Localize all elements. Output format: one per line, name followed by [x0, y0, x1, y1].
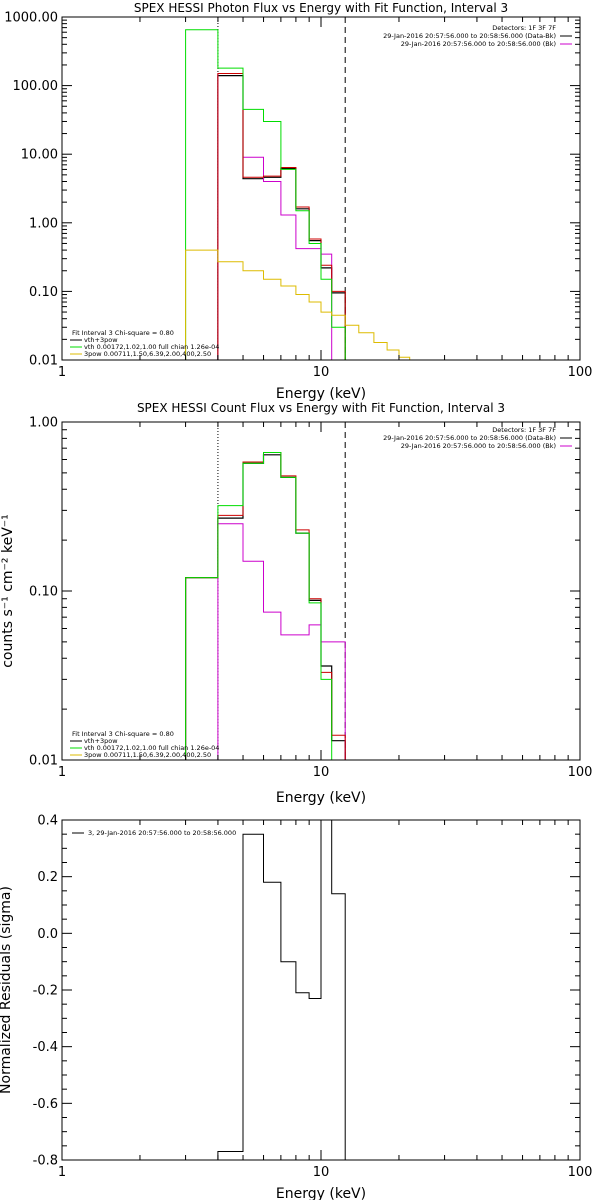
- header-text: Detectors: 1F 3F 7F 29-Jan-2016 20:57:56…: [383, 24, 572, 48]
- header-text: Detectors: 1F 3F 7F 29-Jan-2016 20:57:56…: [383, 426, 572, 450]
- x-axis-label: Energy (keV): [276, 1186, 366, 1200]
- series-vth-3pow: [185, 452, 346, 760]
- series-3pow: [185, 249, 429, 361]
- detectors-label: Detectors: 1F 3F 7F: [492, 426, 556, 434]
- bk-time-label: 29-Jan-2016 20:57:56.000 to 20:58:56.000…: [401, 40, 556, 48]
- y-tick-label: -0.4: [33, 1040, 58, 1055]
- plot-area: [185, 17, 429, 361]
- x-axis-label: Energy (keV): [276, 790, 366, 806]
- plot-frame: [61, 421, 581, 761]
- y-axis-label: Normalized Residuals (sigma): [0, 886, 14, 1094]
- y-tick-label: -0.2: [33, 984, 58, 999]
- fit-legend: Fit Interval 3 Chi-square = 0.80 vth+3po…: [70, 329, 219, 358]
- y-tick-label: 1.00: [29, 216, 58, 231]
- y-tick-label: -0.8: [33, 1154, 58, 1169]
- x-tick-label: 100: [568, 1165, 593, 1180]
- detectors-label: Detectors: 1F 3F 7F: [492, 24, 556, 32]
- y-tick-label: 100.00: [13, 79, 59, 94]
- fit-3pow-label: 3pow 0.00711,1.50,6.39,2.00,400,2.50: [84, 350, 211, 358]
- series-3-29-jan-2016-20-57-56-000-to-20-58-56-000: [217, 819, 346, 1160]
- y-tick-label: 0.0: [37, 927, 58, 942]
- series-bk: [217, 523, 346, 760]
- fit-total-label: vth+3pow: [84, 336, 118, 344]
- y-tick-label: 10.00: [21, 148, 58, 163]
- y-tick-label: 0.10: [29, 585, 58, 600]
- residual-legend: 3, 29-Jan-2016 20:57:56.000 to 20:58:56.…: [72, 829, 236, 837]
- residuals-panel: 1 10 100 -0.8 -0.6 -0.4 -0.2 0.0 0.2 0.4 Energy (…: [0, 814, 592, 1200]
- x-tick-label: 10: [313, 365, 330, 380]
- y-tick-label: 0.01: [29, 754, 58, 769]
- fit-interval-label: Fit Interval 3 Chi-square = 0.80: [72, 730, 174, 738]
- series-vth: [185, 452, 346, 761]
- photon-flux-panel: SPEX HESSI Photon Flux vs Energy with Fi…: [4, 1, 592, 402]
- bk-time-label: 29-Jan-2016 20:57:56.000 to 20:58:56.000…: [401, 442, 556, 450]
- series-vth-3pow: [217, 73, 346, 360]
- residual-legend-label: 3, 29-Jan-2016 20:57:56.000 to 20:58:56.…: [88, 829, 236, 837]
- series-bk: [217, 73, 333, 360]
- data-bk-time-label: 29-Jan-2016 20:57:56.000 to 20:58:56.000…: [383, 32, 556, 40]
- x-tick-label: 100: [568, 365, 593, 380]
- x-tick-label: 1: [58, 365, 66, 380]
- y-tick-label: 1.00: [29, 416, 58, 431]
- fit-3pow-label: 3pow 0.00711,1.50,6.39,2.00,400,2.50: [84, 751, 211, 759]
- chart-title: SPEX HESSI Photon Flux vs Energy with Fi…: [134, 1, 508, 15]
- plot-area: [217, 819, 346, 1160]
- series-data-bk: [217, 74, 346, 360]
- x-axis-label: Energy (keV): [276, 386, 366, 402]
- y-tick-label: 0.01: [29, 354, 58, 369]
- fit-legend: Fit Interval 3 Chi-square = 0.80 vth+3po…: [70, 730, 219, 759]
- y-tick-label: 0.10: [29, 285, 58, 300]
- fit-vth-label: vth 0.00172,1.02,1.00 full chian 1.26e-0…: [84, 744, 219, 752]
- y-tick-label: 1000.00: [4, 11, 58, 26]
- plot-area: [185, 422, 346, 761]
- y-axis-label: counts s⁻¹ cm⁻² keV⁻¹: [0, 514, 16, 668]
- x-tick-label: 100: [568, 765, 593, 780]
- chart-title: SPEX HESSI Count Flux vs Energy with Fit…: [137, 401, 505, 415]
- fit-vth-label: vth 0.00172,1.02,1.00 full chian 1.26e-0…: [84, 343, 219, 351]
- y-tick-label: 0.2: [37, 870, 58, 885]
- fit-total-label: vth+3pow: [84, 737, 118, 745]
- x-tick-label: 10: [313, 1165, 330, 1180]
- fit-interval-label: Fit Interval 3 Chi-square = 0.80: [72, 329, 174, 337]
- count-flux-panel: SPEX HESSI Count Flux vs Energy with Fit…: [0, 401, 592, 806]
- data-bk-time-label: 29-Jan-2016 20:57:56.000 to 20:58:56.000…: [383, 434, 556, 442]
- x-tick-label: 1: [58, 1165, 66, 1180]
- series-vth: [185, 29, 359, 361]
- x-tick-label: 1: [58, 765, 66, 780]
- x-tick-label: 10: [313, 765, 330, 780]
- y-tick-label: 0.4: [37, 814, 58, 829]
- y-tick-label: -0.6: [33, 1097, 58, 1112]
